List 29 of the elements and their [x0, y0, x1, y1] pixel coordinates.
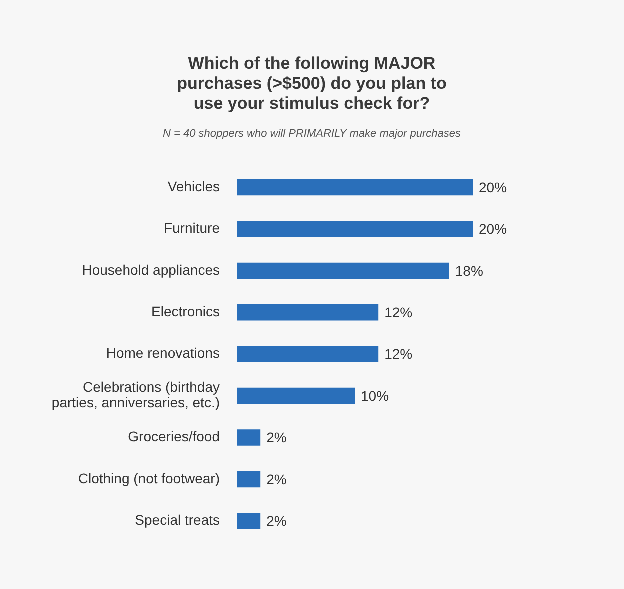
- bar: [237, 221, 473, 238]
- bar: [237, 262, 450, 280]
- bar: [237, 471, 261, 488]
- y-tick-label: Vehicles: [168, 178, 220, 194]
- chart-subtitle: N = 40 shoppers who will PRIMARILY make major purchases: [162, 127, 462, 141]
- bar: [237, 513, 261, 530]
- data-label: 2%: [266, 471, 287, 488]
- bar: [237, 304, 379, 321]
- bar: [237, 179, 473, 196]
- y-tick-label: Electronics: [152, 304, 220, 320]
- data-label: 2%: [266, 430, 287, 446]
- data-label: 10%: [361, 388, 390, 404]
- y-tick-label: Household appliances: [82, 262, 220, 278]
- data-label: 12%: [384, 346, 413, 362]
- data-label: 18%: [455, 262, 484, 279]
- data-label: 12%: [384, 304, 413, 321]
- data-label: 2%: [266, 513, 287, 530]
- data-label: 20%: [479, 179, 508, 196]
- bar: [237, 430, 261, 446]
- y-tick-label: Clothing (not footwear): [78, 470, 220, 486]
- y-tick-label: Furniture: [164, 220, 220, 236]
- chart-title: Which of the following MAJOR purchases (>$500) do you plan to use your stimulus check for?: [176, 54, 448, 114]
- bar: [237, 346, 379, 362]
- y-tick-label: Groceries/food: [128, 428, 220, 445]
- y-tick-label: Celebrations (birthday parties, anniversaries, etc.): [52, 379, 220, 411]
- y-tick-label: Home renovations: [106, 345, 220, 362]
- bar: [237, 388, 355, 404]
- y-tick-label: Special treats: [135, 512, 220, 528]
- data-label: 20%: [479, 221, 508, 238]
